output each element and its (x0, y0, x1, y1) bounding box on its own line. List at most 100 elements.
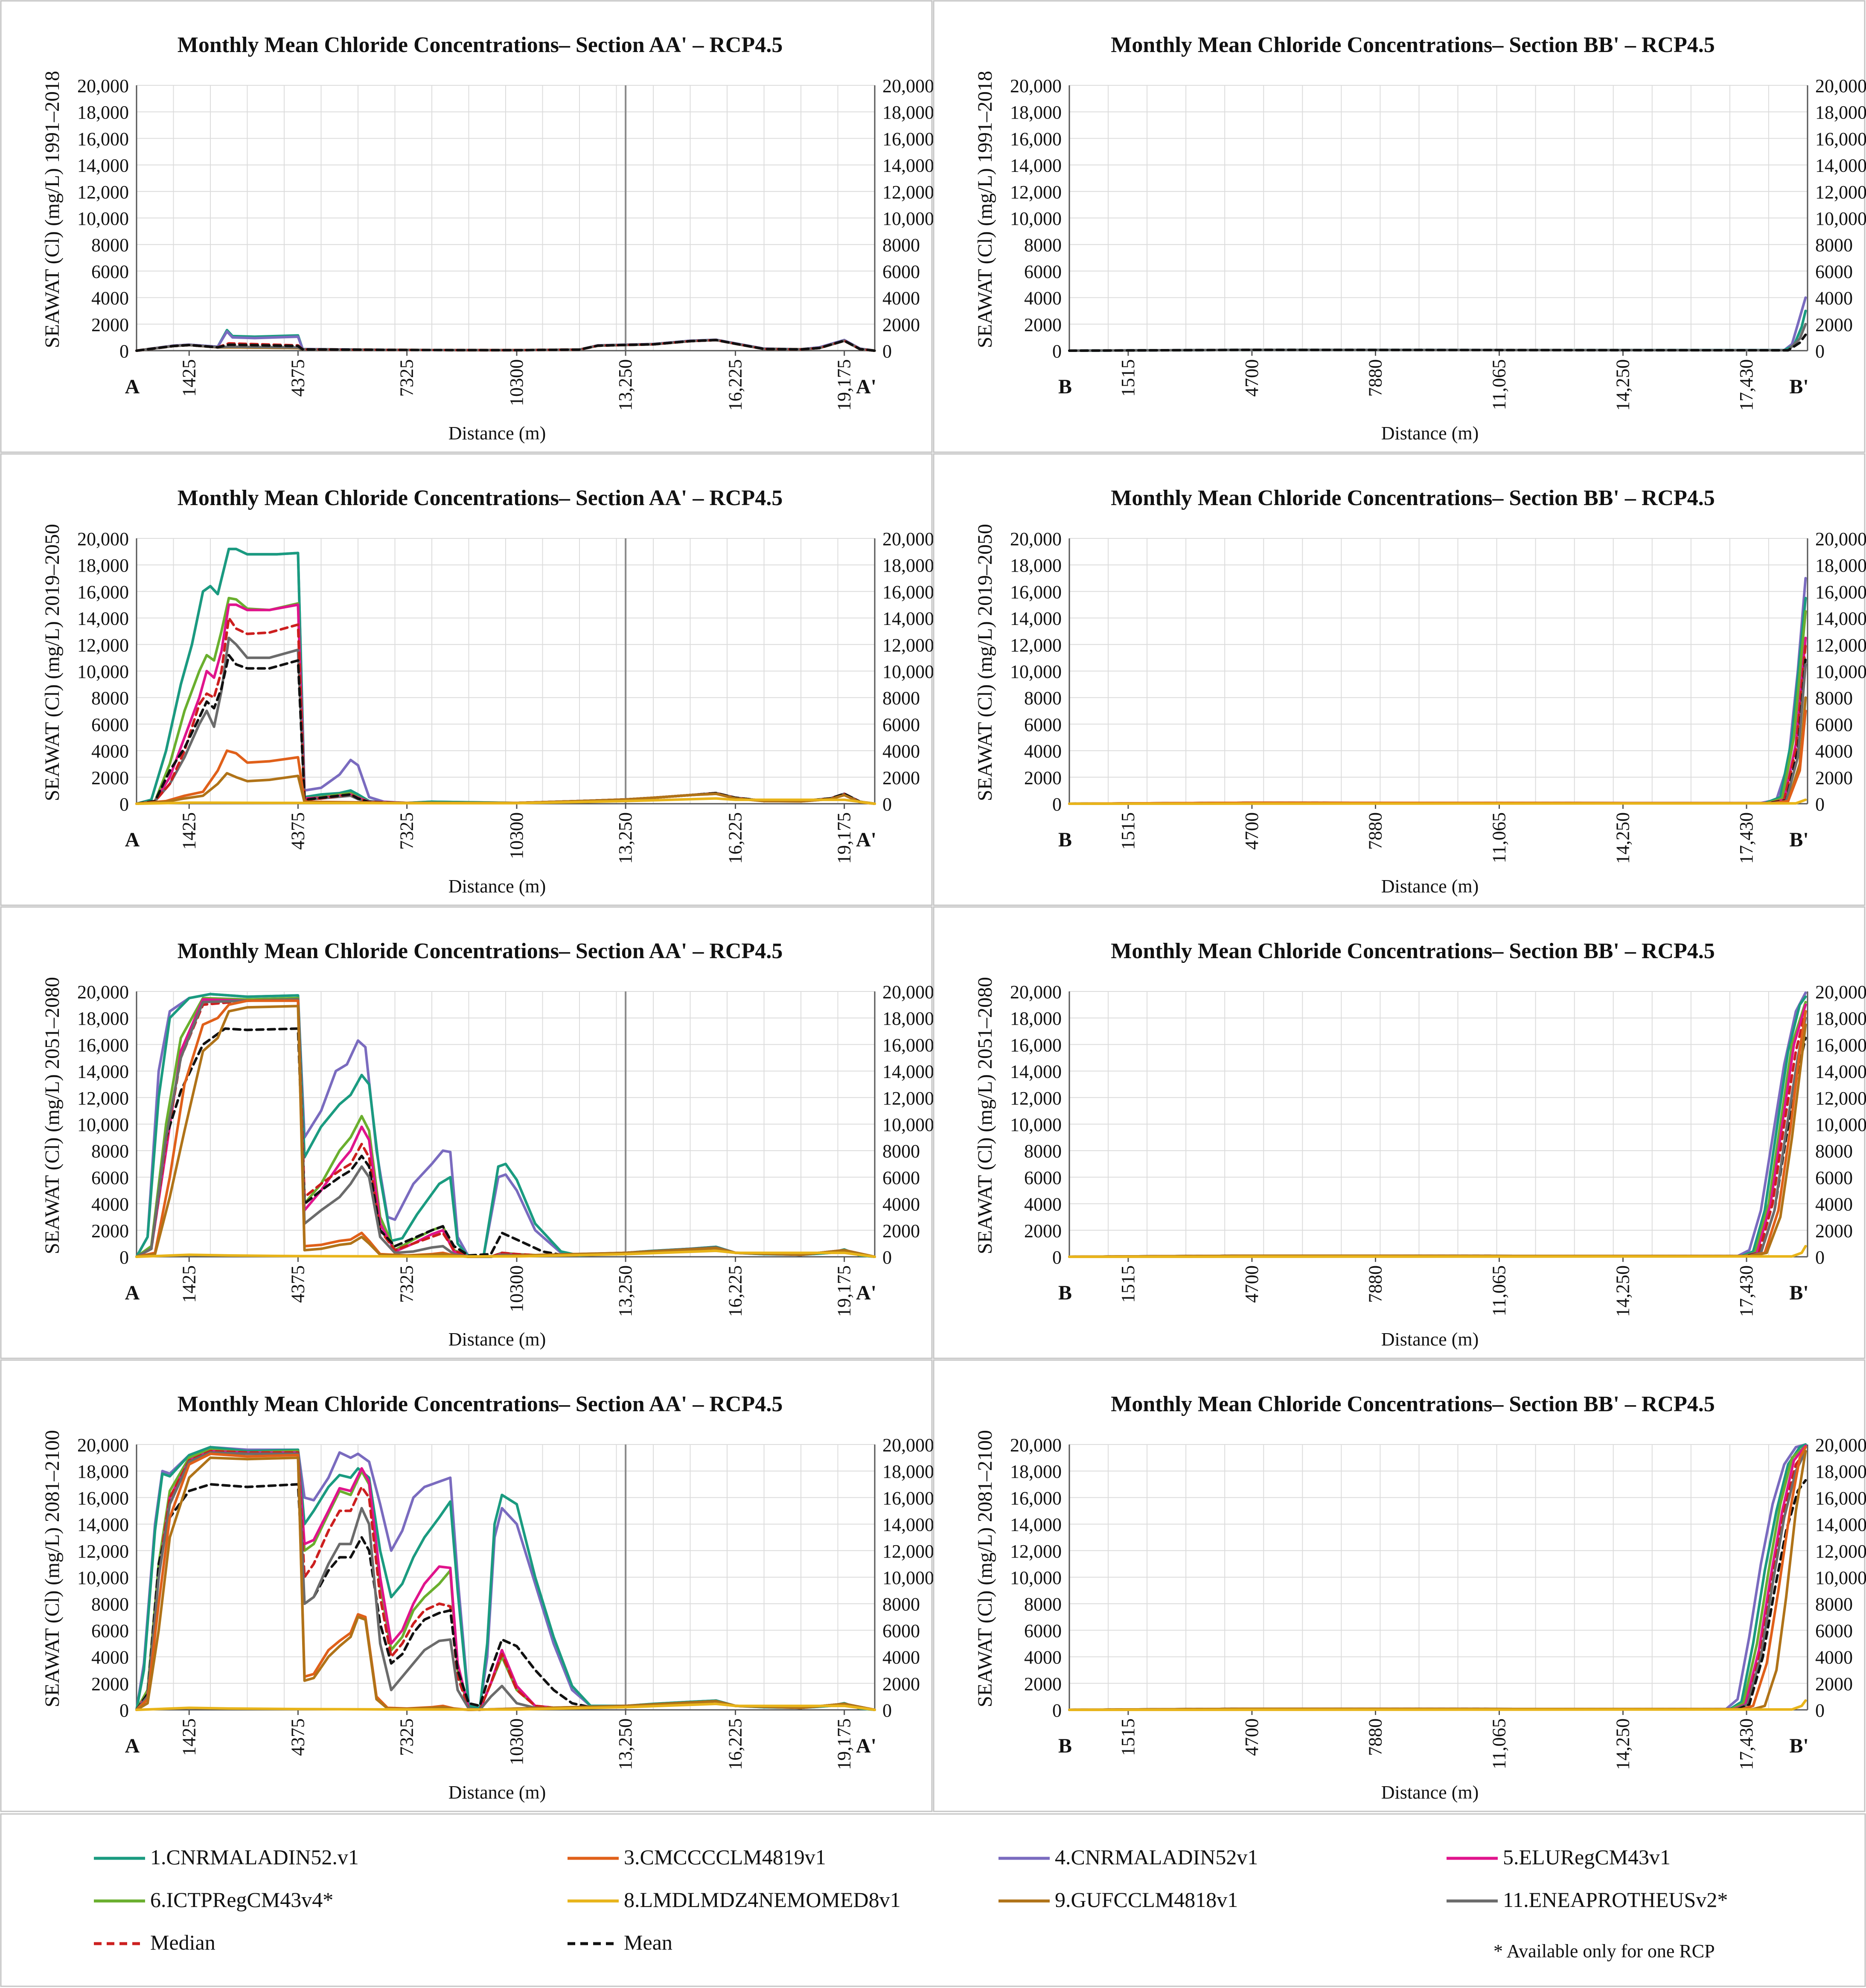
legend-box (0, 1813, 1866, 1987)
y-tick-label-left: 0 (119, 794, 129, 815)
x-tick-label: 14,250 (1613, 1718, 1633, 1770)
section-end-label: A' (856, 828, 876, 851)
series-line-m8 (1068, 1245, 1807, 1258)
y-tick-label-left: 16,000 (77, 1035, 129, 1055)
y-tick-label-left: 12,000 (1010, 182, 1062, 203)
x-tick-label: 1515 (1118, 359, 1138, 397)
y-tick-label-left: 18,000 (1010, 1008, 1062, 1029)
section-start-label: B (1058, 828, 1072, 851)
y-tick-label-right: 10,000 (882, 1114, 934, 1135)
chart-title: Monthly Mean Chloride Concentrations– Se… (1111, 486, 1715, 510)
series-line-m8 (1068, 1699, 1807, 1711)
y-tick-label-right: 16,000 (882, 128, 934, 149)
y-tick-label-right: 14,000 (882, 1514, 934, 1535)
y-tick-label-right: 12,000 (882, 182, 934, 203)
y-tick-label-right: 4000 (1815, 1647, 1853, 1668)
y-axis-label: SEAWAT (Cl) (mg/L) 1991–2018 (41, 71, 64, 348)
x-tick-label: 13,250 (615, 812, 636, 864)
panel-border (933, 453, 1866, 906)
y-tick-label-left: 16,000 (1010, 581, 1062, 602)
y-tick-label-right: 2000 (882, 1221, 920, 1241)
x-tick-label: 10300 (506, 359, 527, 406)
y-tick-label-left: 0 (1052, 341, 1062, 362)
y-tick-label-left: 8000 (1024, 1141, 1062, 1162)
x-tick-label: 4375 (287, 359, 308, 397)
legend-label-m3: 3.CMCCCCLM4819v1 (624, 1845, 826, 1869)
y-tick-label-right: 10,000 (1815, 661, 1866, 682)
y-tick-label-right: 20,000 (1815, 529, 1866, 549)
y-tick-label-right: 6000 (882, 714, 920, 735)
x-tick-label: 7325 (396, 1265, 417, 1303)
x-tick-label: 13,250 (615, 1265, 636, 1317)
section-start-label: B (1058, 375, 1072, 398)
y-tick-label-left: 18,000 (77, 1461, 129, 1482)
y-tick-label-left: 2000 (91, 314, 129, 335)
x-tick-label: 4375 (287, 812, 308, 850)
y-tick-label-right: 0 (882, 1247, 892, 1268)
y-tick-label-left: 12,000 (1010, 635, 1062, 656)
y-tick-label-left: 10,000 (1010, 1567, 1062, 1588)
y-tick-label-left: 2000 (1024, 1674, 1062, 1694)
chart-title: Monthly Mean Chloride Concentrations– Se… (1111, 1392, 1715, 1416)
y-tick-label-left: 8000 (1024, 688, 1062, 709)
x-tick-label: 11,065 (1488, 1718, 1509, 1769)
y-tick-label-left: 20,000 (1010, 1435, 1062, 1456)
y-tick-label-left: 8000 (91, 235, 129, 256)
x-tick-label: 14,250 (1613, 812, 1633, 864)
x-tick-label: 7880 (1365, 1718, 1386, 1756)
y-tick-label-right: 16,000 (1815, 1035, 1866, 1055)
y-tick-label-right: 0 (1815, 1700, 1825, 1721)
y-tick-label-left: 2000 (1024, 1221, 1062, 1241)
y-tick-label-left: 0 (119, 1700, 129, 1721)
series-line-m8 (135, 1250, 876, 1258)
y-tick-label-right: 18,000 (882, 102, 934, 123)
x-tick-label: 1425 (178, 1265, 199, 1303)
y-tick-label-left: 14,000 (77, 1514, 129, 1535)
y-tick-label-right: 10,000 (882, 1567, 934, 1588)
x-tick-label: 4700 (1241, 812, 1262, 850)
chart-panel-BB-0: 0 0 2000 2000 4000 4000 6000 6000 8000 8000 10,000… (933, 0, 1866, 453)
legend-label-m8: 8.LMDLMDZ4NEMOMED8v1 (624, 1888, 901, 1912)
section-start-label: B (1058, 1735, 1072, 1757)
x-axis-label: Distance (m) (448, 876, 546, 897)
y-tick-label-left: 8000 (91, 1594, 129, 1615)
y-tick-label-right: 16,000 (1815, 128, 1866, 149)
y-tick-label-left: 6000 (1024, 261, 1062, 282)
x-tick-label: 19,175 (834, 812, 855, 864)
chart-title: Monthly Mean Chloride Concentrations– Se… (178, 1392, 783, 1416)
section-start-label: A (125, 1282, 140, 1304)
y-tick-label-left: 6000 (1024, 1167, 1062, 1188)
y-axis-label: SEAWAT (Cl) (mg/L) 1991–2018 (974, 71, 996, 348)
x-axis-label: Distance (m) (1381, 423, 1479, 444)
y-tick-label-right: 8000 (882, 688, 920, 709)
y-tick-label-right: 16,000 (882, 581, 934, 602)
y-tick-label-left: 16,000 (1010, 128, 1062, 149)
y-tick-label-right: 6000 (1815, 1167, 1853, 1188)
x-tick-label: 7880 (1365, 812, 1386, 850)
legend-label-m9: 9.GUFCCLM4818v1 (1055, 1888, 1238, 1912)
y-tick-label-right: 0 (1815, 1247, 1825, 1268)
y-tick-label-right: 16,000 (1815, 1488, 1866, 1508)
y-tick-label-left: 20,000 (77, 1435, 129, 1456)
y-tick-label-right: 0 (1815, 794, 1825, 815)
y-tick-label-right: 20,000 (882, 982, 934, 1003)
x-tick-label: 13,250 (615, 1718, 636, 1770)
x-tick-label: 1515 (1118, 1265, 1138, 1303)
series-line-m9 (135, 1005, 876, 1258)
panel-border (933, 906, 1866, 1359)
y-tick-label-right: 6000 (882, 1167, 920, 1188)
x-tick-label: 17,430 (1736, 1265, 1757, 1317)
y-tick-label-left: 18,000 (1010, 1461, 1062, 1482)
y-tick-label-right: 8000 (1815, 235, 1853, 256)
y-tick-label-left: 12,000 (1010, 1541, 1062, 1562)
y-tick-label-left: 6000 (91, 714, 129, 735)
y-tick-label-left: 4000 (91, 288, 129, 309)
x-tick-label: 16,225 (725, 1265, 745, 1317)
y-tick-label-right: 4000 (882, 1647, 920, 1668)
section-start-label: A (125, 828, 140, 851)
y-tick-label-right: 12,000 (1815, 182, 1866, 203)
y-tick-label-left: 6000 (91, 1167, 129, 1188)
chart-panel-AA-3: 0 0 2000 2000 4000 4000 6000 6000 8000 8000 10,000… (0, 1359, 934, 1812)
section-end-label: B' (1789, 828, 1808, 851)
legend-label-m1: 1.CNRMALADIN52.v1 (150, 1845, 359, 1869)
